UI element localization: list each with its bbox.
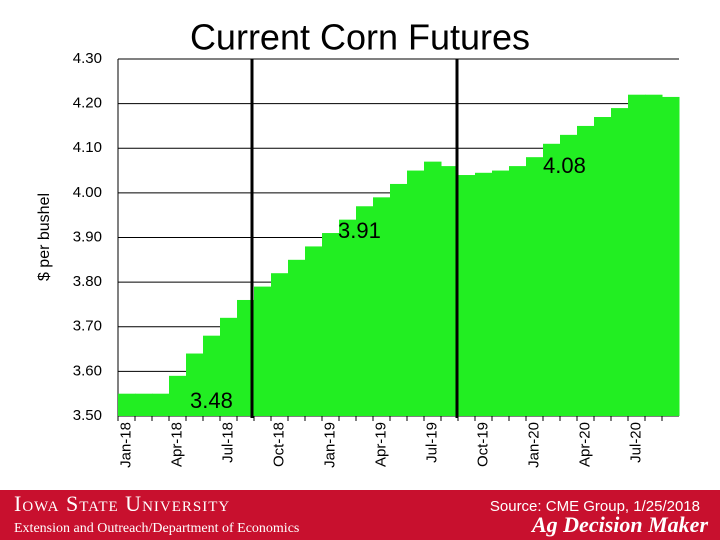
x-tick-label: Jan-19 (321, 422, 338, 468)
x-tick-label: Jul-19 (423, 422, 440, 463)
y-tick-label: 3.70 (73, 318, 102, 335)
x-tick-label: Oct-19 (474, 422, 491, 467)
bar (492, 170, 510, 416)
y-tick-label: 4.30 (73, 50, 102, 67)
bar (458, 175, 476, 416)
bar (424, 161, 442, 416)
bar (322, 233, 340, 416)
y-axis-label: $ per bushel (36, 193, 53, 281)
bar (543, 143, 561, 416)
bar (305, 246, 323, 416)
x-tick-label: Apr-19 (372, 422, 389, 467)
x-tick-label: Jan-18 (117, 422, 134, 468)
bar (526, 157, 544, 417)
bar (288, 259, 306, 416)
x-tick-label: Apr-18 (168, 422, 185, 467)
bar (237, 299, 255, 416)
bar (509, 166, 527, 416)
footer-band (0, 490, 720, 540)
x-tick-label: Jul-18 (219, 422, 236, 463)
footer-source: Source: CME Group, 1/25/2018 (490, 498, 700, 515)
annotation: 3.91 (338, 218, 381, 243)
bar (662, 96, 680, 417)
bar (356, 206, 374, 416)
y-tick-label: 3.80 (73, 273, 102, 290)
bar (373, 197, 391, 416)
bar (339, 219, 357, 416)
bar (118, 393, 136, 416)
bar (135, 393, 153, 416)
y-tick-label: 3.60 (73, 362, 102, 379)
bar (577, 125, 595, 416)
bar (254, 286, 272, 416)
bar (645, 94, 663, 416)
bar (475, 172, 493, 416)
bar (594, 117, 612, 416)
plot-area: 3.50 3.60 3.70 3.80 3.90 4.00 4.10 4.20 4.30 Jan-… (73, 50, 680, 468)
bar (560, 134, 578, 417)
bar (628, 94, 646, 416)
annotation: 4.08 (543, 153, 586, 178)
footer-brand: Ag Decision Maker (530, 512, 708, 537)
x-tick-label: Oct-18 (270, 422, 287, 467)
bar (407, 170, 425, 416)
bar (271, 273, 289, 416)
bar (186, 353, 204, 416)
y-tick-label: 3.90 (73, 228, 102, 245)
x-tick-label: Apr-20 (576, 422, 593, 467)
bar (441, 166, 459, 416)
bar (390, 183, 408, 416)
x-tick-label: Jul-20 (627, 422, 644, 463)
y-tick-label: 4.20 (73, 95, 102, 112)
chart-title: Current Corn Futures (190, 17, 530, 58)
bar (169, 375, 187, 416)
x-tick-label: Jan-20 (525, 422, 542, 468)
bar (220, 317, 238, 416)
footer-department: Extension and Outreach/Department of Eco… (14, 521, 299, 536)
bar (203, 335, 221, 416)
y-tick-label: 4.10 (73, 139, 102, 156)
bar (611, 108, 629, 417)
annotation: 3.48 (190, 388, 233, 413)
footer-university: Iowa State University (14, 491, 230, 516)
y-tick-label: 3.50 (73, 407, 102, 424)
bar (152, 393, 170, 416)
y-tick-label: 4.00 (73, 184, 102, 201)
